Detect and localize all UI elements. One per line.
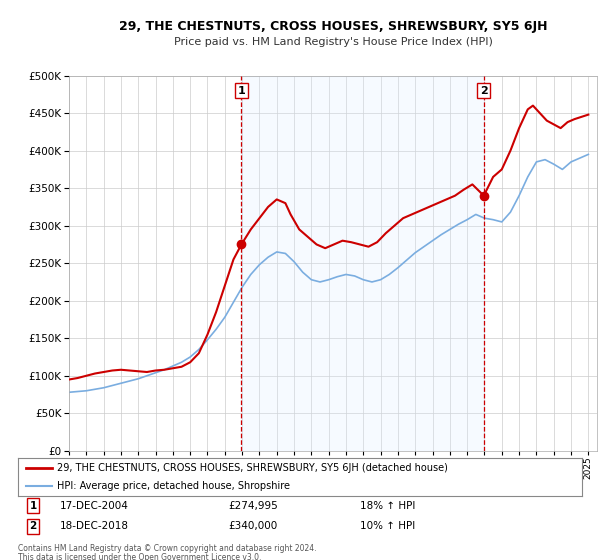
Text: 2: 2 bbox=[480, 86, 488, 96]
Text: 17-DEC-2004: 17-DEC-2004 bbox=[60, 501, 129, 511]
Text: Price paid vs. HM Land Registry's House Price Index (HPI): Price paid vs. HM Land Registry's House … bbox=[173, 37, 493, 47]
Text: 18-DEC-2018: 18-DEC-2018 bbox=[60, 521, 129, 531]
Text: £340,000: £340,000 bbox=[228, 521, 277, 531]
Text: 1: 1 bbox=[29, 501, 37, 511]
Text: HPI: Average price, detached house, Shropshire: HPI: Average price, detached house, Shro… bbox=[58, 481, 290, 491]
Text: 2: 2 bbox=[29, 521, 37, 531]
Bar bbox=[241, 76, 484, 451]
Text: 1: 1 bbox=[238, 86, 245, 96]
Text: £274,995: £274,995 bbox=[228, 501, 278, 511]
Text: 18% ↑ HPI: 18% ↑ HPI bbox=[360, 501, 415, 511]
Text: Contains HM Land Registry data © Crown copyright and database right 2024.: Contains HM Land Registry data © Crown c… bbox=[18, 544, 317, 553]
Text: 10% ↑ HPI: 10% ↑ HPI bbox=[360, 521, 415, 531]
Text: 29, THE CHESTNUTS, CROSS HOUSES, SHREWSBURY, SY5 6JH: 29, THE CHESTNUTS, CROSS HOUSES, SHREWSB… bbox=[119, 20, 547, 32]
Text: 29, THE CHESTNUTS, CROSS HOUSES, SHREWSBURY, SY5 6JH (detached house): 29, THE CHESTNUTS, CROSS HOUSES, SHREWSB… bbox=[58, 463, 448, 473]
Text: This data is licensed under the Open Government Licence v3.0.: This data is licensed under the Open Gov… bbox=[18, 553, 262, 560]
